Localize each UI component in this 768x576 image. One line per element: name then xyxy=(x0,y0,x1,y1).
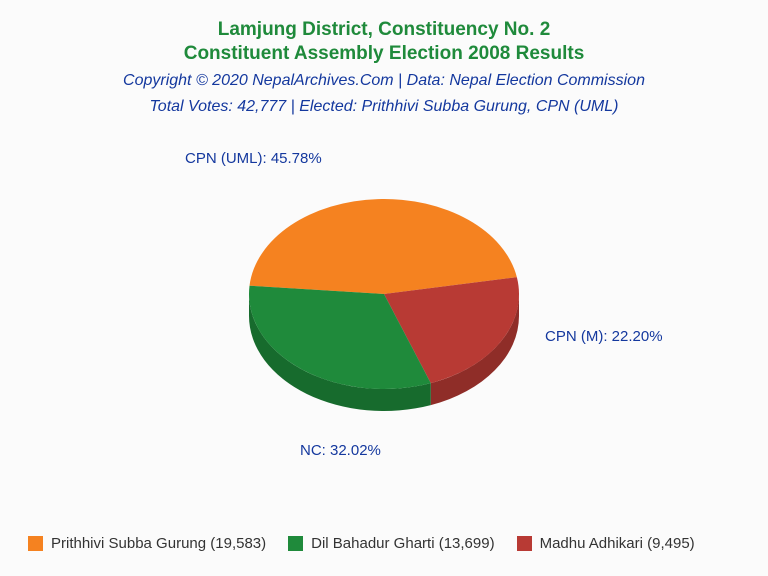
slice-label-cpnm: CPN (M): 22.20% xyxy=(545,328,663,345)
legend-item-2: Madhu Adhikari (9,495) xyxy=(517,535,695,552)
pie-slice-uml xyxy=(250,199,517,294)
legend-text-0: Prithhivi Subba Gurung (19,583) xyxy=(51,535,266,552)
title-line-1: Lamjung District, Constituency No. 2 xyxy=(0,18,768,42)
legend: Prithhivi Subba Gurung (19,583) Dil Bahad… xyxy=(28,535,740,552)
legend-text-2: Madhu Adhikari (9,495) xyxy=(540,535,695,552)
legend-swatch-2 xyxy=(517,536,532,551)
legend-swatch-1 xyxy=(288,536,303,551)
legend-text-1: Dil Bahadur Gharti (13,699) xyxy=(311,535,494,552)
slice-label-nc: NC: 32.02% xyxy=(300,442,381,459)
copyright-line: Copyright © 2020 NepalArchives.Com | Dat… xyxy=(0,72,768,90)
legend-item-1: Dil Bahadur Gharti (13,699) xyxy=(288,535,494,552)
title-line-2: Constituent Assembly Election 2008 Resul… xyxy=(0,42,768,66)
pie-chart xyxy=(0,140,768,470)
header-block: Lamjung District, Constituency No. 2 Con… xyxy=(0,0,768,116)
pie-svg xyxy=(219,169,549,441)
legend-item-0: Prithhivi Subba Gurung (19,583) xyxy=(28,535,266,552)
legend-swatch-0 xyxy=(28,536,43,551)
stats-line: Total Votes: 42,777 | Elected: Prithhivi… xyxy=(0,98,768,116)
legend-row: Prithhivi Subba Gurung (19,583) Dil Bahad… xyxy=(28,535,740,552)
slice-label-uml: CPN (UML): 45.78% xyxy=(185,150,322,167)
